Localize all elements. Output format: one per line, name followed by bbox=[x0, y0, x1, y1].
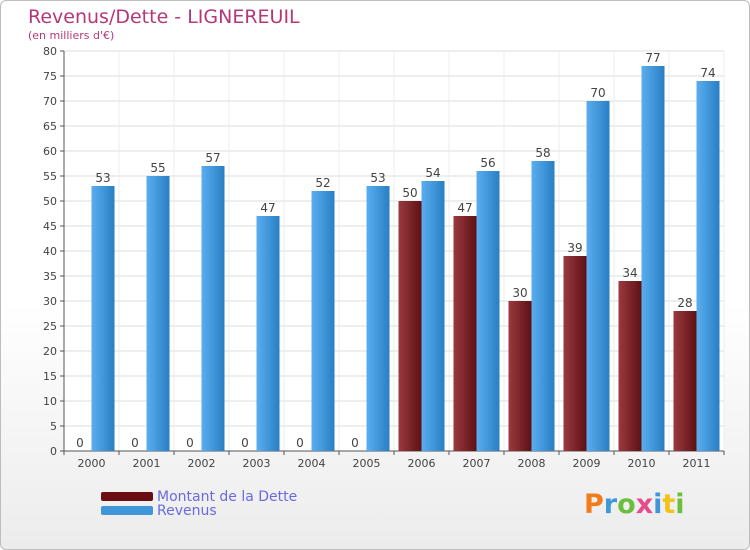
x-tick-label: 2001 bbox=[133, 457, 161, 470]
y-tick-label: 75 bbox=[43, 70, 57, 83]
axes: 0 5 10 15 20 25 30 35 40 45 50 55 60 65 70 75 80 2000 2001… bbox=[43, 45, 725, 470]
legend-label-revenus: Revenus bbox=[157, 502, 217, 519]
logo-letter: i bbox=[675, 489, 685, 520]
y-tick-label: 10 bbox=[43, 395, 57, 408]
legend-swatch-revenus bbox=[101, 506, 153, 515]
x-tick-label: 2005 bbox=[353, 457, 381, 470]
data-label: 39 bbox=[567, 241, 582, 255]
logo-letter: o bbox=[617, 489, 636, 520]
data-label: 0 bbox=[76, 436, 84, 450]
x-tick-label: 2000 bbox=[78, 457, 106, 470]
x-tick-label: 2007 bbox=[463, 457, 491, 470]
x-tick-label: 2004 bbox=[298, 457, 326, 470]
bar-dette bbox=[398, 201, 422, 451]
data-label: 28 bbox=[677, 296, 692, 310]
data-label: 56 bbox=[480, 156, 495, 170]
chart-subtitle: (en milliers d'€) bbox=[28, 29, 115, 42]
bar-revenus bbox=[256, 216, 280, 451]
x-tick-label: 2011 bbox=[683, 457, 711, 470]
chart-title: Revenus/Dette - LIGNEREUIL bbox=[28, 6, 300, 28]
y-tick-label: 0 bbox=[50, 445, 57, 458]
bar-dette bbox=[673, 311, 697, 451]
data-label: 70 bbox=[590, 86, 605, 100]
y-tick-label: 80 bbox=[43, 45, 57, 58]
logo-letter: x bbox=[635, 489, 654, 520]
y-tick-label: 40 bbox=[43, 245, 57, 258]
bar-dette bbox=[563, 256, 587, 451]
bars bbox=[91, 66, 720, 451]
data-label: 77 bbox=[645, 51, 660, 65]
y-tick-label: 45 bbox=[43, 220, 57, 233]
logo-letter: r bbox=[603, 489, 618, 520]
y-tick-label: 50 bbox=[43, 195, 57, 208]
data-label: 47 bbox=[457, 201, 472, 215]
data-labels: 0 0 0 0 0 0 50 47 30 39 34 28 53 55 57 47 52 53 54 56 58 70 77… bbox=[76, 51, 715, 450]
y-tick-label: 25 bbox=[43, 320, 57, 333]
data-label: 58 bbox=[535, 146, 550, 160]
y-tick-label: 65 bbox=[43, 120, 57, 133]
y-tick-label: 30 bbox=[43, 295, 57, 308]
legend-item-revenus: Revenus bbox=[101, 502, 217, 519]
y-tick-label: 35 bbox=[43, 270, 57, 283]
data-label: 57 bbox=[205, 151, 220, 165]
x-tick-label: 2003 bbox=[243, 457, 271, 470]
bar-revenus bbox=[201, 166, 225, 451]
legend-swatch-dette bbox=[101, 492, 153, 501]
data-label: 50 bbox=[402, 186, 417, 200]
bar-revenus bbox=[586, 101, 610, 451]
data-label: 0 bbox=[186, 436, 194, 450]
bar-revenus bbox=[531, 161, 555, 451]
bar-revenus bbox=[91, 186, 115, 451]
data-label: 34 bbox=[622, 266, 637, 280]
data-label: 0 bbox=[351, 436, 359, 450]
logo-letter: P bbox=[584, 489, 604, 520]
data-label: 30 bbox=[512, 286, 527, 300]
logo-letter: t bbox=[662, 489, 676, 520]
bar-revenus bbox=[311, 191, 335, 451]
y-tick-label: 20 bbox=[43, 345, 57, 358]
data-label: 55 bbox=[150, 161, 165, 175]
legend-item-dette: Montant de la Dette bbox=[101, 488, 298, 505]
bar-dette bbox=[453, 216, 477, 451]
data-label: 0 bbox=[241, 436, 249, 450]
y-tick-label: 70 bbox=[43, 95, 57, 108]
data-label: 53 bbox=[95, 171, 110, 185]
bar-revenus bbox=[366, 186, 390, 451]
y-tick-label: 5 bbox=[50, 420, 57, 433]
bar-revenus bbox=[421, 181, 445, 451]
x-tick-label: 2006 bbox=[408, 457, 436, 470]
x-tick-label: 2008 bbox=[518, 457, 546, 470]
legend-label-dette: Montant de la Dette bbox=[157, 488, 298, 505]
data-label: 0 bbox=[131, 436, 139, 450]
y-tick-label: 55 bbox=[43, 170, 57, 183]
data-label: 54 bbox=[425, 166, 440, 180]
bar-dette bbox=[508, 301, 532, 451]
logo-letter: i bbox=[653, 489, 663, 520]
proxiti-logo: Proxiti bbox=[584, 489, 685, 520]
bar-revenus bbox=[146, 176, 170, 451]
bar-revenus bbox=[476, 171, 500, 451]
x-tick-label: 2009 bbox=[573, 457, 601, 470]
data-label: 53 bbox=[370, 171, 385, 185]
data-label: 0 bbox=[296, 436, 304, 450]
y-tick-label: 60 bbox=[43, 145, 57, 158]
bar-dette bbox=[618, 281, 642, 451]
y-tick-label: 15 bbox=[43, 370, 57, 383]
data-label: 47 bbox=[260, 201, 275, 215]
data-label: 52 bbox=[315, 176, 330, 190]
bar-revenus bbox=[641, 66, 665, 451]
x-tick-label: 2002 bbox=[188, 457, 216, 470]
bar-revenus bbox=[696, 81, 720, 451]
x-tick-label: 2010 bbox=[628, 457, 656, 470]
data-label: 74 bbox=[700, 66, 715, 80]
